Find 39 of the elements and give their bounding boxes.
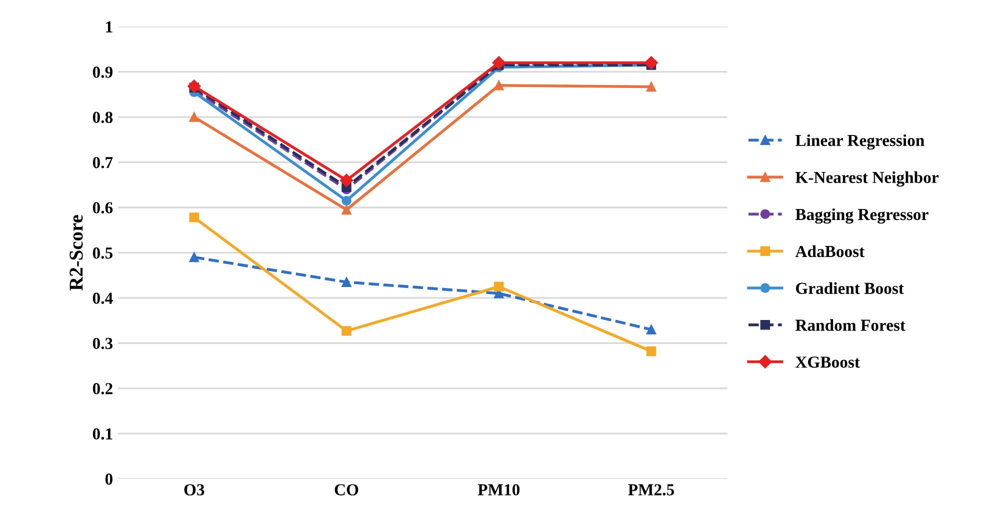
point bbox=[189, 212, 200, 222]
y-tick-label: 0.8 bbox=[92, 112, 113, 124]
x-tick-label: O3 bbox=[184, 484, 204, 496]
point bbox=[646, 346, 656, 356]
legend-label: XGBoost bbox=[795, 356, 860, 368]
y-tick-label: 0.4 bbox=[92, 292, 113, 304]
legend-label: Linear Regression bbox=[795, 134, 924, 150]
point bbox=[189, 112, 200, 122]
y-tick-label: 0 bbox=[105, 474, 112, 485]
point bbox=[342, 196, 352, 206]
legend-label: K-Nearest Neighbor bbox=[795, 171, 938, 187]
y-tick-label: 0.7 bbox=[92, 156, 113, 168]
x-tick-label: CO bbox=[334, 484, 358, 496]
point bbox=[342, 277, 352, 287]
point bbox=[644, 56, 658, 70]
y-tick-label: 0.6 bbox=[92, 202, 113, 214]
y-tick-label: 0.3 bbox=[92, 338, 113, 350]
point bbox=[494, 80, 504, 90]
y-tick-label: 0.9 bbox=[92, 66, 112, 78]
legend-label: AdaBoost bbox=[795, 245, 865, 258]
y-tick-label: 1 bbox=[106, 21, 112, 32]
y-tick-label: 0.2 bbox=[92, 383, 112, 394]
y-tick-label: 0.1 bbox=[92, 428, 112, 440]
point bbox=[340, 174, 354, 187]
legend-label: Bagging Regressor bbox=[795, 208, 928, 224]
x-tick-label: PM10 bbox=[478, 484, 520, 496]
point bbox=[342, 326, 352, 336]
legend-label: Gradient Boost bbox=[796, 282, 904, 294]
point bbox=[646, 324, 656, 334]
point bbox=[189, 252, 200, 262]
y-axis-title: R2-Score bbox=[70, 215, 83, 291]
legend-label: Random Forest bbox=[795, 319, 906, 331]
point bbox=[342, 204, 352, 215]
x-tick-label: PM2.5 bbox=[628, 484, 674, 496]
point bbox=[646, 82, 656, 92]
y-tick-label: 0.5 bbox=[92, 247, 112, 259]
point bbox=[188, 80, 201, 93]
point bbox=[494, 282, 504, 292]
point bbox=[492, 56, 506, 70]
